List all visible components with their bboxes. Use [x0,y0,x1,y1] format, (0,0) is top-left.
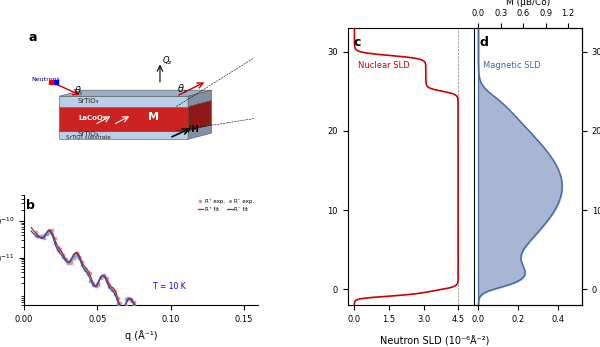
Text: θ: θ [74,86,80,96]
Text: a: a [29,31,37,44]
Text: Magnetic SLD: Magnetic SLD [483,61,541,70]
X-axis label: M (μB/Co): M (μB/Co) [506,0,550,7]
Polygon shape [59,125,212,131]
Polygon shape [59,131,188,139]
Text: M: M [148,112,159,122]
Text: /H: /H [188,125,199,134]
Polygon shape [188,90,212,107]
Text: T = 10 K: T = 10 K [153,282,185,291]
Text: θ: θ [178,84,184,94]
Text: SrTiO₃: SrTiO₃ [78,131,99,137]
Text: SrTiO₃: SrTiO₃ [78,99,99,104]
Text: LaCoO₃: LaCoO₃ [78,116,106,121]
Text: r: r [183,89,185,94]
Polygon shape [59,101,212,107]
Legend: R⁺ exp., R⁺ fit, R⁻ exp., R⁻ fit: R⁺ exp., R⁺ fit, R⁻ exp., R⁻ fit [197,198,256,213]
Text: d: d [479,36,488,49]
Polygon shape [188,101,212,131]
Polygon shape [188,125,212,139]
Text: Q: Q [163,56,169,65]
Polygon shape [59,90,212,96]
Text: Nuclear SLD: Nuclear SLD [358,61,409,70]
Text: Neutrons: Neutrons [31,77,60,82]
Polygon shape [59,107,188,131]
Text: i: i [80,91,82,96]
Text: SrTiO₃ substrate: SrTiO₃ substrate [66,135,111,139]
Text: Neutron SLD (10⁻⁶Å⁻²): Neutron SLD (10⁻⁶Å⁻²) [380,335,490,346]
X-axis label: q (Å⁻¹): q (Å⁻¹) [125,330,157,341]
Text: c: c [354,36,361,49]
Text: b: b [26,198,35,212]
Text: z: z [168,60,172,65]
Polygon shape [59,96,188,107]
